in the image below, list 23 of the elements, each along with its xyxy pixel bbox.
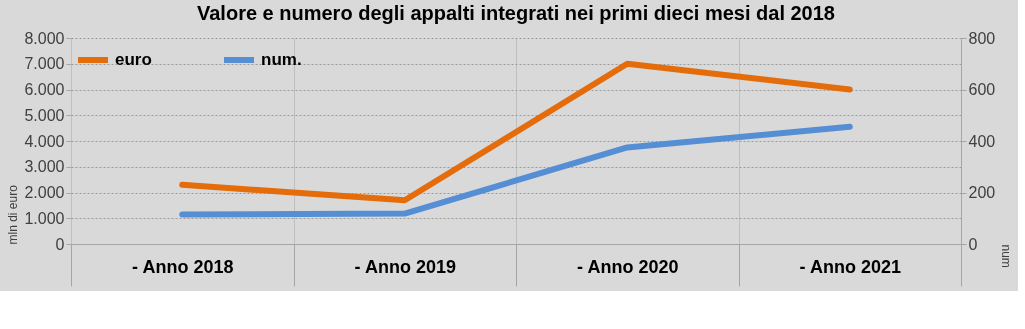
legend-label: num. — [261, 50, 302, 69]
x-tick-label: - Anno 2020 — [577, 256, 679, 277]
y-tick-label: 8.000 — [24, 29, 65, 47]
y2-tick-label: 800 — [968, 29, 996, 47]
y2-tick-label: 0 — [968, 235, 978, 253]
y-tick-label: 0 — [55, 235, 65, 253]
y-tick-label: 5.000 — [24, 106, 65, 124]
y2-tick-label: 400 — [968, 132, 996, 150]
y-axis-title: mln di euro — [6, 184, 21, 245]
y-tick-label: 4.000 — [24, 132, 65, 150]
chart-title: Valore e numero degli appalti integrati nei primi dieci mesi dal 2018 — [197, 2, 835, 24]
x-tick-label: - Anno 2019 — [354, 256, 456, 277]
x-tick-label: - Anno 2021 — [799, 256, 901, 277]
legend-label: euro — [115, 50, 152, 69]
y2-tick-label: 200 — [968, 184, 996, 201]
y-tick-label: 6.000 — [24, 81, 65, 98]
y-tick-label: 2.000 — [24, 184, 65, 201]
y2-tick-label: 600 — [968, 81, 996, 98]
y-tick-label: 7.000 — [24, 55, 65, 73]
x-tick-label: - Anno 2018 — [132, 256, 234, 277]
y2-axis-title: num — [999, 244, 1014, 268]
y-tick-label: 3.000 — [24, 158, 65, 176]
y-tick-label: 1.000 — [24, 209, 65, 227]
